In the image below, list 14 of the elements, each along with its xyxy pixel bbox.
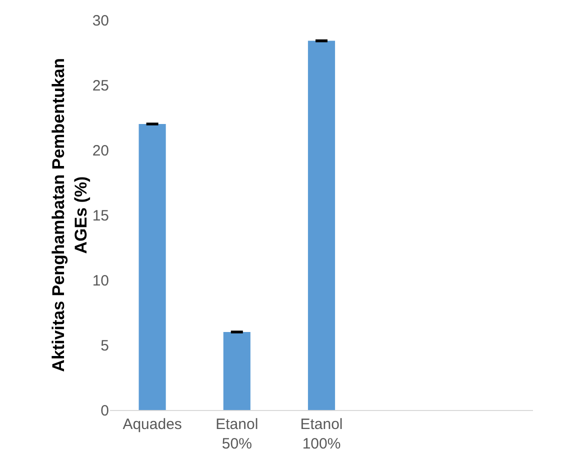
bar (223, 332, 250, 410)
y-tick-label: 25 (92, 77, 109, 94)
y-tick-label: 15 (92, 207, 109, 224)
x-tick-label: Aquades (122, 416, 182, 433)
y-axis-title: Aktivitas Penghambatan Pembentukan AGEs (%) (49, 58, 90, 372)
bar (308, 40, 336, 410)
x-tick-label: Etanol 100% (300, 416, 343, 452)
y-tick-label: 10 (92, 272, 109, 290)
x-tick-label: Etanol 50% (216, 416, 258, 452)
y-tick-label: 20 (92, 142, 109, 160)
y-tick-label: 5 (100, 337, 109, 354)
bar (138, 124, 166, 410)
y-tick-label: 30 (92, 12, 109, 30)
y-tick-label: 0 (100, 402, 109, 420)
